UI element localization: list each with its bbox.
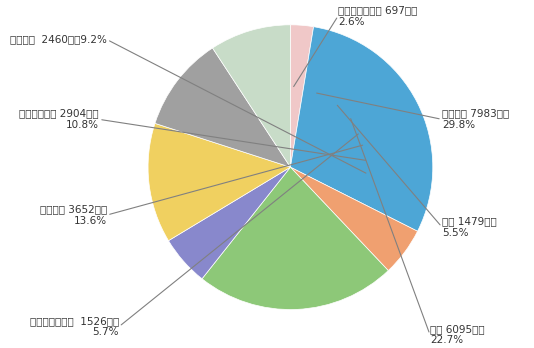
Text: 食品烟酒 7983元，
29.8%: 食品烟酒 7983元， 29.8% (442, 109, 509, 130)
Wedge shape (290, 167, 418, 271)
Text: 交通通信 3652元，
13.6%: 交通通信 3652元， 13.6% (40, 204, 107, 226)
Text: 教育文化娱乐 2904元，
10.8%: 教育文化娱乐 2904元， 10.8% (19, 109, 99, 130)
Text: 衣着 1479元，
5.5%: 衣着 1479元， 5.5% (442, 216, 497, 238)
Wedge shape (290, 27, 433, 231)
Text: 生活用品及服务  1526元，
5.7%: 生活用品及服务 1526元， 5.7% (30, 316, 119, 338)
Text: 其他用品及服务 697元，
2.6%: 其他用品及服务 697元， 2.6% (338, 5, 418, 26)
Wedge shape (155, 48, 290, 167)
Wedge shape (213, 25, 290, 167)
Wedge shape (148, 123, 290, 241)
Wedge shape (202, 167, 388, 309)
Wedge shape (290, 25, 313, 167)
Text: 居住 6095元，
22.7%: 居住 6095元， 22.7% (430, 324, 484, 346)
Wedge shape (169, 167, 290, 279)
Text: 医疗保健  2460元，9.2%: 医疗保健 2460元，9.2% (10, 34, 107, 45)
